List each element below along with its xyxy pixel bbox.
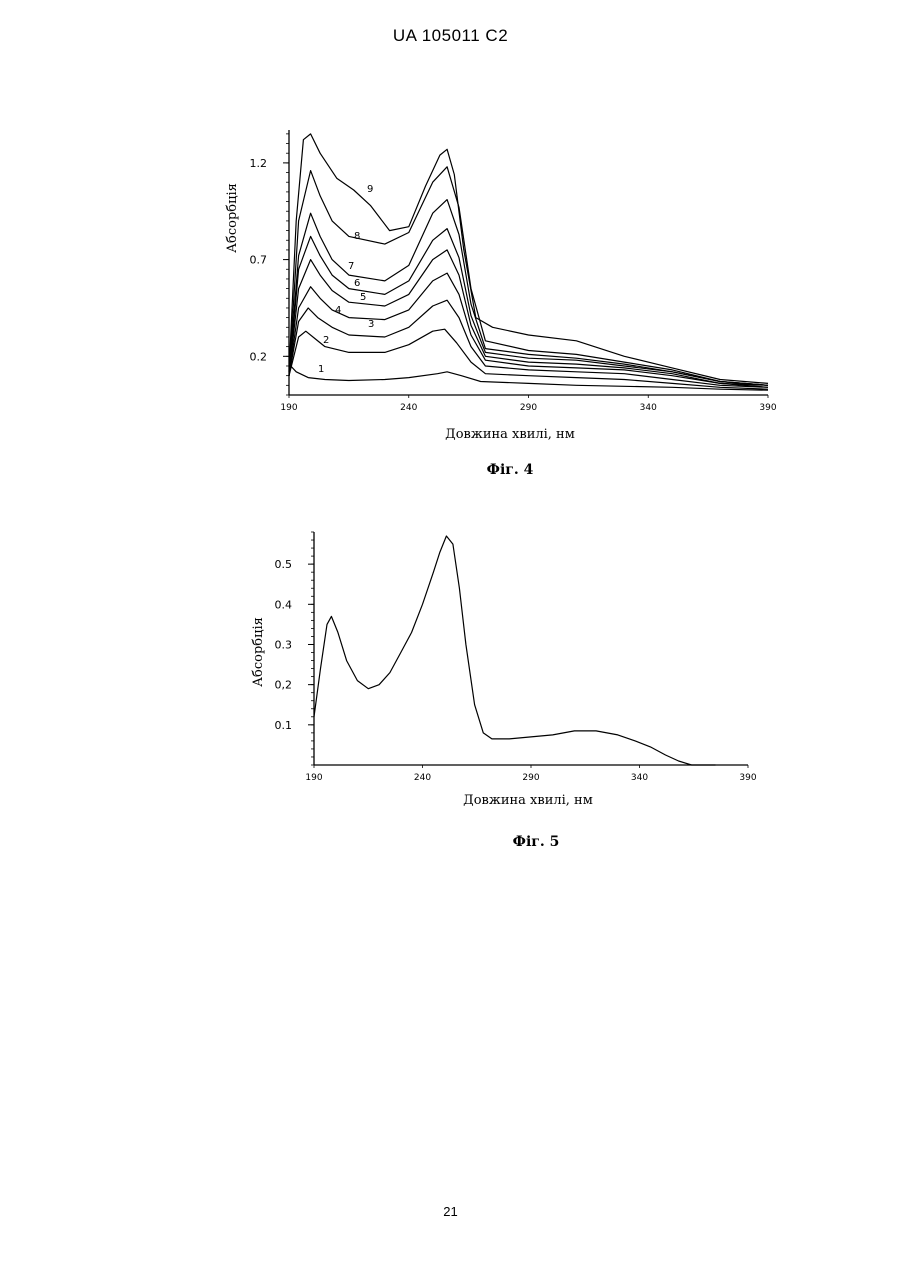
figure-4-curve-label: 3 — [368, 319, 374, 330]
figure-4-curve-label: 7 — [348, 261, 354, 272]
figure-4-x-ticks: 190 240 290 340 390 — [280, 395, 776, 413]
figure-4-x-tick-label: 390 — [759, 403, 776, 413]
figure-5-y-tick-label: 0.3 — [275, 638, 293, 651]
figure-5-series-line-main — [314, 536, 716, 765]
figure-5-x-tick-label: 340 — [631, 773, 648, 783]
patent-header: UA 105011 C2 — [0, 26, 901, 46]
figure-4-y-tick-label: 0.2 — [250, 350, 268, 363]
figure-5-series — [314, 536, 716, 765]
figure-4-x-tick-label: 290 — [520, 403, 537, 413]
figure-5-y-tick-label: 0.1 — [275, 719, 293, 732]
figure-5-chart: 190 240 290 340 390 0.1 0,2 0.3 0.4 0.5 Довжина … — [0, 520, 901, 860]
figure-4-curve-label: 8 — [354, 231, 360, 242]
figure-4-y-axis-label: Абсорбція — [225, 183, 240, 253]
figure-4-curve-label: 4 — [335, 305, 341, 316]
figure-4-series — [289, 134, 768, 390]
figure-5-x-axis-label: Довжина хвилі, нм — [463, 793, 593, 808]
figure-5-y-tick-label: 0,2 — [275, 679, 293, 692]
figure-4-caption: Фіг. 4 — [487, 462, 534, 478]
figure-4-series-line-5 — [289, 250, 768, 385]
figure-5-y-tick-label: 0.5 — [275, 558, 293, 571]
figure-5-axes — [314, 532, 748, 765]
figure-4-x-tick-label: 240 — [400, 403, 417, 413]
figure-5-x-tick-label: 290 — [522, 773, 539, 783]
figure-4-curve-label: 1 — [318, 364, 324, 375]
figure-4-y-tick-label: 1.2 — [250, 157, 268, 170]
figure-4-y-ticks: 0.2 0.7 1.2 — [250, 157, 290, 363]
figure-5-caption: Фіг. 5 — [513, 834, 560, 850]
figure-4-curve-label: 2 — [323, 335, 329, 346]
figure-5-y-axis-label: Абсорбція — [251, 617, 266, 687]
figure-5-x-tick-label: 390 — [739, 773, 756, 783]
figure-4-x-tick-label: 340 — [640, 403, 657, 413]
page-number: 21 — [0, 1204, 901, 1219]
figure-5-x-tick-label: 240 — [414, 773, 431, 783]
figure-4-curve-label: 5 — [360, 292, 366, 303]
figure-4-x-axis-label: Довжина хвилі, нм — [445, 427, 575, 442]
figure-5-x-tick-label: 190 — [305, 773, 322, 783]
figure-4-curve-label: 9 — [367, 184, 373, 195]
figure-4-x-tick-label: 190 — [280, 403, 297, 413]
figure-4-y-tick-label: 0.7 — [250, 254, 268, 267]
figure-4-axes — [289, 130, 768, 395]
figure-5-y-tick-label: 0.4 — [275, 598, 293, 611]
figure-5-x-ticks: 190 240 290 340 390 — [305, 765, 756, 783]
figure-5-y-ticks: 0.1 0,2 0.3 0.4 0.5 — [275, 558, 315, 732]
figure-4-series-line-9 — [289, 134, 768, 384]
figure-4-curve-label: 6 — [354, 278, 360, 289]
figure-4-curve-labels: 1 2 3 4 567 8 9 — [318, 184, 374, 375]
figure-4-chart: 190 240 290 340 390 0.2 0.7 1.2 1 2 3 4 567 8 9 Довж… — [0, 120, 901, 490]
